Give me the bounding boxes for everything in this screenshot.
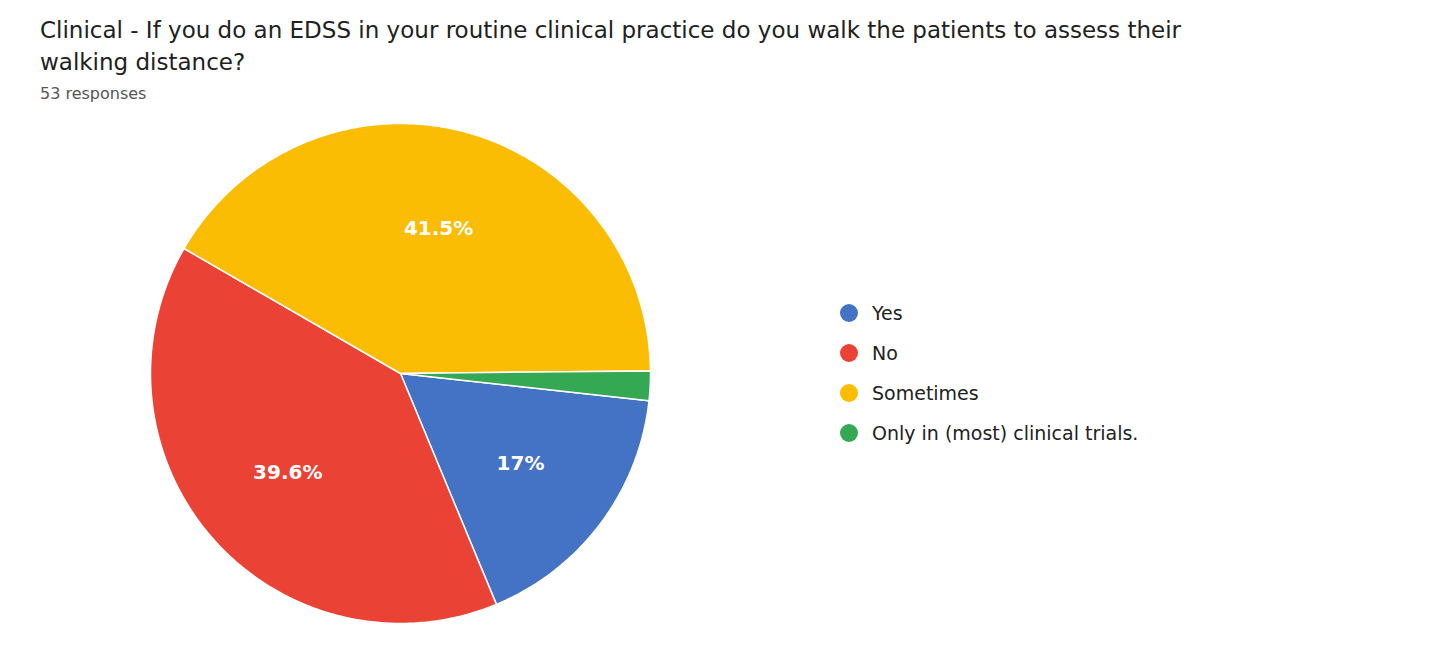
svg-text:39.6%: 39.6%	[253, 460, 322, 484]
html-text:Yes: Yes	[872, 302, 903, 325]
svg-text:17%: 17%	[497, 451, 545, 475]
html-text:53 responses: 53 responses	[40, 84, 147, 104]
html-text:Clinical - If you do an EDSS i: Clinical - If you do an EDSS in your rou…	[40, 17, 1181, 76]
html-text:Sometimes: Sometimes	[872, 382, 979, 405]
html-text:Only in (most) clinical trials: Only in (most) clinical trials.	[872, 422, 1139, 445]
svg-text:41.5%: 41.5%	[404, 216, 473, 240]
html-text:No: No	[872, 342, 898, 365]
